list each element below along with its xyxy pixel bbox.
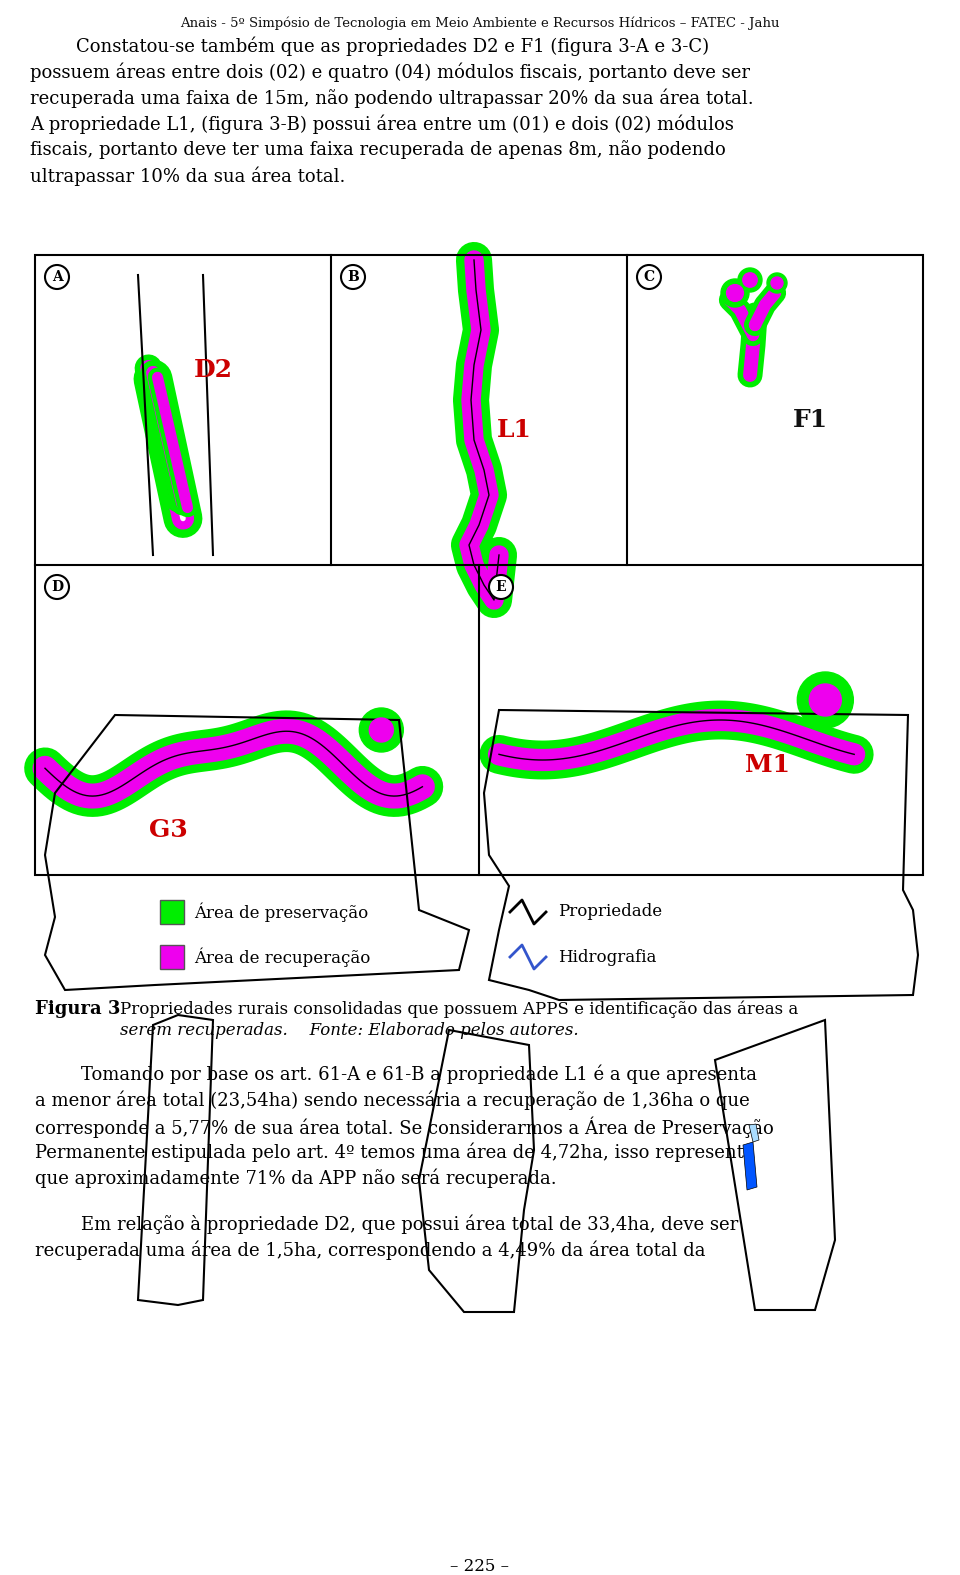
Text: A: A: [52, 269, 62, 284]
Text: recuperada uma área de 1,5ha, correspondendo a 4,49% da área total da: recuperada uma área de 1,5ha, correspond…: [35, 1241, 706, 1260]
Circle shape: [370, 718, 394, 742]
Circle shape: [771, 277, 783, 288]
Text: D: D: [51, 580, 63, 594]
Text: Área de recuperação: Área de recuperação: [194, 947, 371, 967]
Text: Constatou-se também que as propriedades D2 e F1 (figura 3-A e 3-C): Constatou-se também que as propriedades …: [30, 36, 709, 55]
Circle shape: [798, 673, 853, 728]
Text: D2: D2: [194, 358, 232, 383]
Text: Área de preservação: Área de preservação: [194, 902, 369, 921]
Text: fiscais, portanto deve ter uma faixa recuperada de apenas 8m, não podendo: fiscais, portanto deve ter uma faixa rec…: [30, 140, 726, 159]
Circle shape: [359, 709, 403, 751]
Text: E: E: [495, 580, 506, 594]
Circle shape: [767, 272, 787, 293]
Text: A propriedade L1, (figura 3-B) possui área entre um (01) e dois (02) módulos: A propriedade L1, (figura 3-B) possui ár…: [30, 113, 733, 134]
Text: a menor área total (23,54ha) sendo necessária a recuperação de 1,36ha o que: a menor área total (23,54ha) sendo neces…: [35, 1091, 750, 1110]
Circle shape: [45, 265, 69, 288]
Text: Propriedade: Propriedade: [558, 904, 662, 920]
Text: L1: L1: [496, 417, 532, 443]
Circle shape: [738, 268, 762, 291]
Text: Permanente estipulada pelo art. 4º temos uma área de 4,72ha, isso representa: Permanente estipulada pelo art. 4º temos…: [35, 1143, 755, 1162]
Text: C: C: [643, 269, 655, 284]
Circle shape: [341, 265, 365, 288]
Circle shape: [637, 265, 661, 288]
Text: Anais - 5º Simpósio de Tecnologia em Meio Ambiente e Recursos Hídricos – FATEC -: Anais - 5º Simpósio de Tecnologia em Mei…: [180, 16, 780, 30]
Text: recuperada uma faixa de 15m, não podendo ultrapassar 20% da sua área total.: recuperada uma faixa de 15m, não podendo…: [30, 88, 754, 107]
Text: Tomando por base os art. 61-A e 61-B a propriedade L1 é a que apresenta: Tomando por base os art. 61-A e 61-B a p…: [35, 1065, 757, 1085]
Text: ultrapassar 10% da sua área total.: ultrapassar 10% da sua área total.: [30, 165, 346, 186]
Text: – 225 –: – 225 –: [450, 1558, 510, 1575]
Circle shape: [489, 575, 513, 598]
Text: Em relação à propriedade D2, que possui área total de 33,4ha, deve ser: Em relação à propriedade D2, que possui …: [35, 1214, 738, 1235]
Bar: [160, 899, 184, 925]
Text: Propriedades rurais consolidadas que possuem APPS e identificação das áreas a: Propriedades rurais consolidadas que pos…: [120, 1000, 799, 1017]
Polygon shape: [743, 1142, 757, 1191]
Circle shape: [721, 279, 749, 307]
Circle shape: [743, 272, 757, 287]
Text: M1: M1: [745, 753, 790, 776]
Text: F1: F1: [792, 408, 828, 432]
Text: que aproximadamente 71% da APP não será recuperada.: que aproximadamente 71% da APP não será …: [35, 1169, 557, 1189]
Text: serem recuperadas.  Fonte: Elaborado pelos autores.: serem recuperadas. Fonte: Elaborado pelo…: [120, 1022, 579, 1040]
Circle shape: [45, 575, 69, 598]
Bar: [160, 945, 184, 969]
Polygon shape: [749, 1125, 759, 1142]
Text: B: B: [348, 269, 359, 284]
Circle shape: [727, 285, 743, 301]
Text: possuem áreas entre dois (02) e quatro (04) módulos fiscais, portanto deve ser: possuem áreas entre dois (02) e quatro (…: [30, 61, 750, 82]
Text: G3: G3: [149, 817, 187, 843]
Bar: [35, 255, 923, 876]
Text: Figura 3: Figura 3: [35, 1000, 120, 1017]
Text: Hidrografia: Hidrografia: [558, 948, 657, 965]
Text: corresponde a 5,77% de sua área total. Se considerarmos a Área de Preservação: corresponde a 5,77% de sua área total. S…: [35, 1117, 774, 1139]
Circle shape: [809, 684, 841, 717]
